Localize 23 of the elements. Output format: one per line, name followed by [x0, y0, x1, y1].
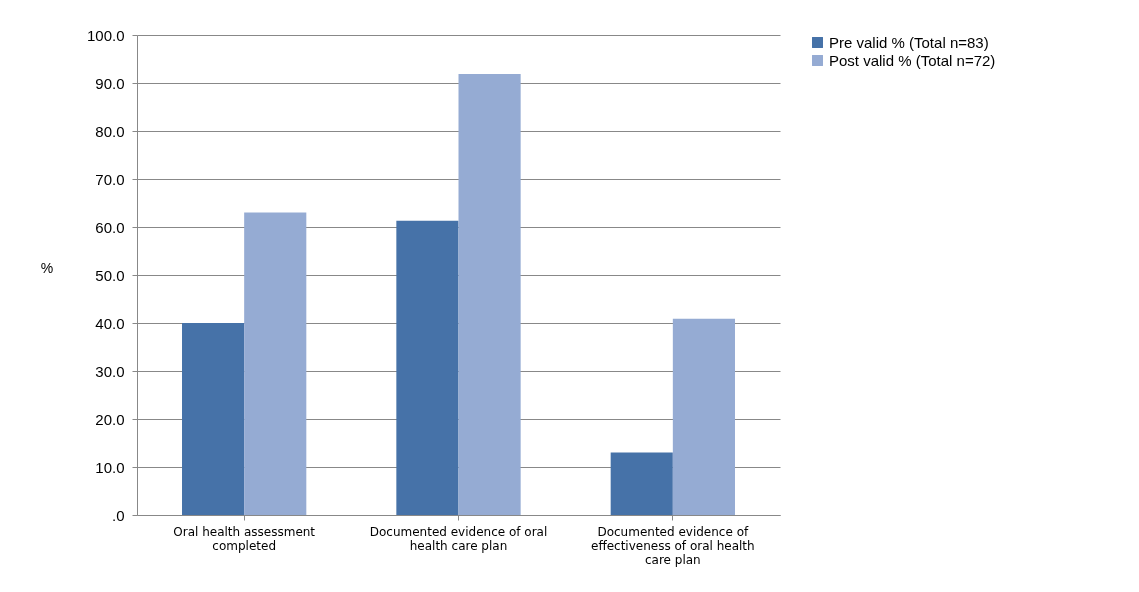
x-tick-label: Documented evidence of effectiveness of oral health care plan [591, 524, 755, 567]
y-tick-label: 60.0 [95, 218, 125, 236]
bar [672, 318, 735, 515]
bar [458, 73, 521, 515]
y-tick-label: 50.0 [95, 266, 125, 284]
legend-label: Post valid % (Total n=72) [829, 51, 996, 69]
y-tick-label: 90.0 [95, 74, 125, 92]
y-tick-label: 40.0 [95, 314, 125, 332]
y-tick-label: 10.0 [95, 458, 125, 476]
y-tick-label: 30.0 [95, 362, 125, 380]
bar [182, 323, 245, 515]
legend-label: Pre valid % (Total n=83) [829, 33, 989, 51]
y-tick-label: 100.0 [86, 26, 125, 44]
x-tick-label: Documented evidence of oral health care plan [369, 524, 548, 553]
y-axis-title: % [40, 259, 54, 276]
y-tick-label: .0 [111, 506, 125, 524]
y-tick-label: 70.0 [95, 170, 125, 188]
x-tick-label: Oral health assessment completed [173, 524, 316, 553]
bar [396, 220, 459, 515]
bar [244, 212, 307, 515]
y-tick-label: 20.0 [95, 410, 125, 428]
bar [610, 452, 673, 515]
y-tick-label: 80.0 [95, 122, 125, 140]
